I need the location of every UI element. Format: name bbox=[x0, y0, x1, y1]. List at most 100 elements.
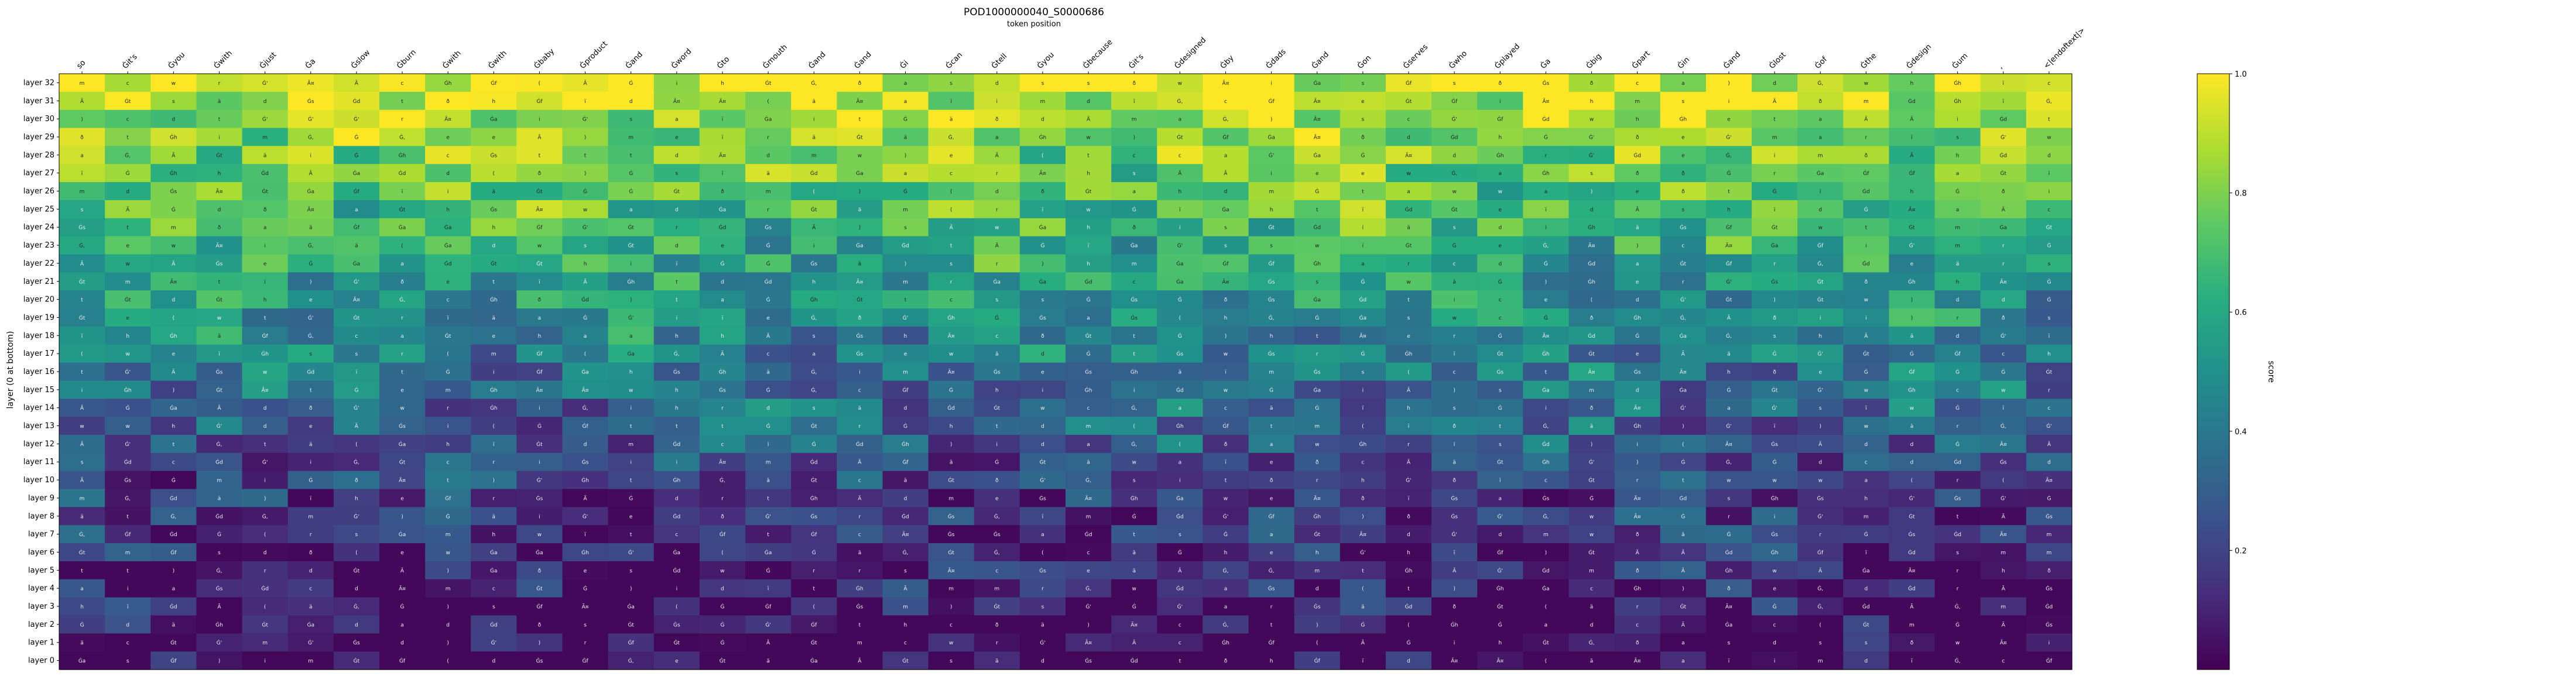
cell-label: r bbox=[2002, 261, 2005, 267]
heatmap-cell bbox=[196, 109, 243, 129]
heatmap-cell bbox=[1568, 597, 1615, 616]
cell-label: Ġt bbox=[1909, 513, 1915, 520]
heatmap-cell bbox=[1294, 290, 1341, 309]
cell-label: Ã bbox=[995, 243, 999, 249]
heatmap-cell bbox=[1157, 109, 1204, 129]
heatmap-cell bbox=[1340, 561, 1386, 580]
heatmap-cell bbox=[1157, 344, 1204, 363]
cell-label: t bbox=[1270, 424, 1273, 430]
cell-label: Ġh bbox=[581, 478, 589, 484]
y-tick-label: layer 24 bbox=[23, 223, 54, 232]
cell-label: ð bbox=[1865, 279, 1868, 285]
heatmap-cell bbox=[608, 91, 655, 111]
cell-label: ) bbox=[1362, 514, 1364, 520]
heatmap-cell bbox=[516, 91, 563, 111]
cell-label: Ã bbox=[1727, 315, 1731, 321]
heatmap-cell bbox=[1889, 399, 1936, 417]
cell-label: w bbox=[1910, 406, 1914, 411]
heatmap-cell bbox=[1752, 128, 1798, 146]
heatmap-cell bbox=[1340, 651, 1386, 670]
y-tick-label: layer 1 bbox=[28, 639, 54, 647]
heatmap-cell bbox=[471, 561, 517, 580]
cell-label: Ġ bbox=[1864, 207, 1868, 213]
heatmap-cell bbox=[608, 633, 655, 652]
cell-label: Ġs bbox=[1451, 513, 1458, 520]
heatmap-cell bbox=[1980, 597, 2027, 616]
heatmap-cell bbox=[150, 308, 197, 327]
x-tick-label: Ġbecause bbox=[1081, 37, 1115, 71]
cell-label: Ã bbox=[537, 134, 542, 140]
heatmap-cell bbox=[379, 507, 426, 526]
cell-label: m bbox=[2000, 550, 2006, 556]
heatmap-cell bbox=[1157, 417, 1204, 435]
y-tick-label: layer 5 bbox=[28, 566, 54, 575]
heatmap-cell bbox=[791, 362, 837, 382]
heatmap-cell bbox=[608, 308, 655, 327]
heatmap-cell bbox=[287, 326, 334, 345]
cell-label: Ġd bbox=[1542, 116, 1550, 123]
heatmap-cell bbox=[59, 543, 105, 562]
cell-label: t bbox=[264, 442, 266, 448]
cell-label: t bbox=[996, 424, 998, 430]
heatmap-cell bbox=[1660, 561, 1707, 580]
heatmap-cell bbox=[1660, 344, 1707, 363]
heatmap-cell bbox=[242, 74, 289, 92]
heatmap-cell bbox=[1111, 633, 1157, 652]
cell-label: Ġf bbox=[1269, 513, 1275, 520]
cell-label: t bbox=[126, 225, 129, 231]
heatmap-cell bbox=[425, 362, 471, 382]
cell-label: Ġt bbox=[948, 478, 954, 484]
cell-label: d bbox=[355, 622, 358, 628]
cell-label: c bbox=[858, 387, 861, 393]
cell-label: c bbox=[2002, 352, 2005, 358]
heatmap-cell bbox=[196, 326, 243, 345]
heatmap-cell bbox=[928, 109, 975, 129]
cell-label: ï bbox=[1544, 207, 1547, 213]
cell-label: m bbox=[125, 550, 131, 556]
heatmap-cell bbox=[1248, 290, 1295, 309]
heatmap-cell bbox=[653, 74, 700, 92]
heatmap-cell bbox=[471, 399, 517, 417]
cell-label: Ġt bbox=[1726, 297, 1732, 303]
cell-label: Ġa bbox=[856, 243, 864, 249]
heatmap-cell bbox=[1980, 489, 2027, 507]
cell-label: a bbox=[538, 315, 542, 321]
cell-label: Ġs bbox=[78, 225, 85, 231]
cell-label: Ġh bbox=[1359, 441, 1367, 448]
cell-label: r bbox=[584, 640, 587, 646]
cell-label: h bbox=[80, 605, 84, 610]
heatmap-cell bbox=[196, 200, 243, 219]
cell-label: t bbox=[218, 279, 221, 285]
heatmap-cell bbox=[1980, 452, 2027, 472]
heatmap-cell bbox=[1431, 543, 1478, 562]
cell-label: i bbox=[218, 135, 220, 140]
heatmap-cell bbox=[791, 272, 837, 291]
heatmap-cell bbox=[837, 597, 883, 616]
cell-label: ð bbox=[1681, 171, 1685, 177]
cell-label: ï bbox=[721, 171, 724, 177]
cell-label: Ġ, bbox=[903, 550, 909, 556]
cell-label: Ġ, bbox=[811, 369, 817, 376]
cell-label: Ã bbox=[80, 441, 84, 448]
heatmap-cell bbox=[425, 615, 471, 634]
heatmap-cell bbox=[1111, 615, 1157, 634]
heatmap-cell bbox=[1843, 74, 1890, 92]
cell-label: d bbox=[1316, 586, 1319, 592]
x-tick-label: Ġthe bbox=[1858, 51, 1878, 71]
heatmap-cell bbox=[105, 489, 151, 507]
heatmap-cell bbox=[471, 200, 517, 219]
heatmap-cell bbox=[928, 399, 975, 417]
heatmap-cell bbox=[242, 272, 289, 291]
heatmap-cell bbox=[471, 109, 517, 129]
cell-label: h bbox=[1224, 550, 1228, 556]
heatmap-cell bbox=[745, 489, 792, 507]
cell-label: w bbox=[1818, 225, 1823, 231]
heatmap-cell bbox=[59, 597, 105, 616]
heatmap-cell bbox=[59, 109, 105, 129]
heatmap-cell bbox=[1889, 380, 1936, 399]
heatmap-cell bbox=[2026, 236, 2073, 255]
heatmap-cell bbox=[1431, 651, 1478, 670]
heatmap-cell bbox=[425, 434, 471, 454]
cell-label: ) bbox=[447, 605, 449, 610]
cell-label: e bbox=[1499, 243, 1502, 249]
